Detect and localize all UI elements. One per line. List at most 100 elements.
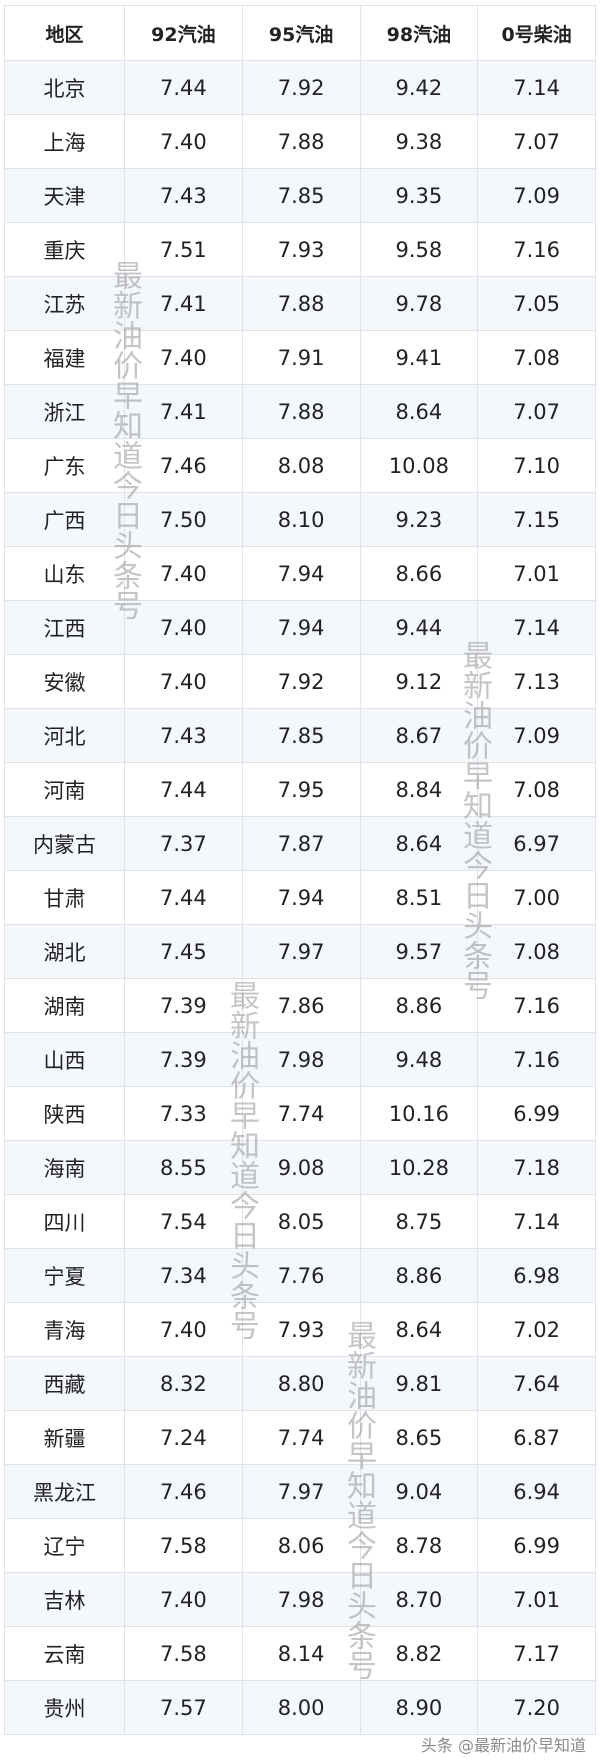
price-cell: 7.88 bbox=[241, 276, 361, 331]
price-cell: 7.18 bbox=[477, 1140, 596, 1195]
price-cell: 9.78 bbox=[359, 276, 479, 331]
price-cell: 7.76 bbox=[241, 1248, 361, 1303]
price-cell: 7.97 bbox=[241, 924, 361, 979]
price-cell: 10.28 bbox=[359, 1140, 479, 1195]
price-cell: 6.99 bbox=[477, 1086, 596, 1141]
price-cell: 7.94 bbox=[241, 870, 361, 925]
fuel-price-table: 地区 92汽油 95汽油 98汽油 0号柴油 北京 7.44 7.92 9.42 7.14 上海 7… bbox=[4, 5, 596, 1735]
price-cell: 7.15 bbox=[477, 492, 596, 547]
region-cell: 内蒙古 bbox=[4, 816, 125, 871]
table-row: 广东 7.46 8.08 10.08 7.10 bbox=[4, 438, 596, 493]
price-cell: 7.01 bbox=[477, 546, 596, 601]
region-cell: 辽宁 bbox=[4, 1518, 125, 1573]
price-cell: 7.13 bbox=[477, 654, 596, 709]
region-cell: 宁夏 bbox=[4, 1248, 125, 1303]
price-cell: 9.23 bbox=[359, 492, 479, 547]
price-cell: 8.64 bbox=[359, 384, 479, 439]
price-cell: 7.51 bbox=[124, 222, 243, 277]
table-row: 湖南 7.39 7.86 8.86 7.16 bbox=[4, 978, 596, 1033]
price-cell: 7.74 bbox=[241, 1410, 361, 1465]
price-cell: 7.40 bbox=[124, 546, 243, 601]
price-cell: 9.41 bbox=[359, 330, 479, 385]
table-row: 西藏 8.32 8.80 9.81 7.64 bbox=[4, 1356, 596, 1411]
price-cell: 8.84 bbox=[359, 762, 479, 817]
price-cell: 7.85 bbox=[241, 708, 361, 763]
price-cell: 7.93 bbox=[241, 222, 361, 277]
price-cell: 7.57 bbox=[124, 1680, 243, 1735]
price-cell: 7.45 bbox=[124, 924, 243, 979]
price-cell: 10.16 bbox=[359, 1086, 479, 1141]
column-header: 地区 bbox=[4, 5, 125, 61]
price-cell: 7.40 bbox=[124, 1572, 243, 1627]
price-cell: 7.64 bbox=[477, 1356, 596, 1411]
table-row: 湖北 7.45 7.97 9.57 7.08 bbox=[4, 924, 596, 979]
price-cell: 7.39 bbox=[124, 1032, 243, 1087]
table-row: 河北 7.43 7.85 8.67 7.09 bbox=[4, 708, 596, 763]
region-cell: 湖北 bbox=[4, 924, 125, 979]
price-cell: 10.08 bbox=[359, 438, 479, 493]
price-cell: 7.14 bbox=[477, 60, 596, 115]
price-cell: 7.40 bbox=[124, 114, 243, 169]
table-row: 河南 7.44 7.95 8.84 7.08 bbox=[4, 762, 596, 817]
region-cell: 山西 bbox=[4, 1032, 125, 1087]
column-header: 98汽油 bbox=[359, 5, 479, 61]
price-cell: 6.94 bbox=[477, 1464, 596, 1519]
price-cell: 8.80 bbox=[241, 1356, 361, 1411]
column-header: 0号柴油 bbox=[477, 5, 596, 61]
table-row: 山西 7.39 7.98 9.48 7.16 bbox=[4, 1032, 596, 1087]
table-row: 重庆 7.51 7.93 9.58 7.16 bbox=[4, 222, 596, 277]
price-cell: 7.58 bbox=[124, 1518, 243, 1573]
price-cell: 7.93 bbox=[241, 1302, 361, 1357]
price-cell: 7.98 bbox=[241, 1032, 361, 1087]
region-cell: 新疆 bbox=[4, 1410, 125, 1465]
price-cell: 7.41 bbox=[124, 276, 243, 331]
price-cell: 8.75 bbox=[359, 1194, 479, 1249]
price-cell: 9.48 bbox=[359, 1032, 479, 1087]
header-row: 地区 92汽油 95汽油 98汽油 0号柴油 bbox=[4, 5, 596, 61]
price-cell: 7.08 bbox=[477, 924, 596, 979]
price-cell: 8.67 bbox=[359, 708, 479, 763]
price-cell: 7.16 bbox=[477, 1032, 596, 1087]
price-cell: 8.08 bbox=[241, 438, 361, 493]
table-row: 四川 7.54 8.05 8.75 7.14 bbox=[4, 1194, 596, 1249]
price-cell: 7.10 bbox=[477, 438, 596, 493]
price-cell: 7.20 bbox=[477, 1680, 596, 1735]
region-cell: 湖南 bbox=[4, 978, 125, 1033]
region-cell: 云南 bbox=[4, 1626, 125, 1681]
price-cell: 7.88 bbox=[241, 384, 361, 439]
region-cell: 江西 bbox=[4, 600, 125, 655]
region-cell: 广东 bbox=[4, 438, 125, 493]
price-cell: 9.12 bbox=[359, 654, 479, 709]
region-cell: 贵州 bbox=[4, 1680, 125, 1735]
region-cell: 海南 bbox=[4, 1140, 125, 1195]
price-cell: 8.86 bbox=[359, 1248, 479, 1303]
price-cell: 7.08 bbox=[477, 762, 596, 817]
price-cell: 7.92 bbox=[241, 654, 361, 709]
region-cell: 河南 bbox=[4, 762, 125, 817]
price-cell: 8.32 bbox=[124, 1356, 243, 1411]
table-row: 安徽 7.40 7.92 9.12 7.13 bbox=[4, 654, 596, 709]
price-cell: 7.07 bbox=[477, 384, 596, 439]
price-cell: 8.10 bbox=[241, 492, 361, 547]
table-row: 宁夏 7.34 7.76 8.86 6.98 bbox=[4, 1248, 596, 1303]
price-cell: 9.35 bbox=[359, 168, 479, 223]
price-cell: 7.43 bbox=[124, 708, 243, 763]
price-cell: 8.05 bbox=[241, 1194, 361, 1249]
table-row: 贵州 7.57 8.00 8.90 7.20 bbox=[4, 1680, 596, 1735]
price-cell: 7.16 bbox=[477, 222, 596, 277]
price-cell: 7.05 bbox=[477, 276, 596, 331]
table-row: 北京 7.44 7.92 9.42 7.14 bbox=[4, 60, 596, 115]
region-cell: 上海 bbox=[4, 114, 125, 169]
price-cell: 7.02 bbox=[477, 1302, 596, 1357]
region-cell: 青海 bbox=[4, 1302, 125, 1357]
table-row: 黑龙江 7.46 7.97 9.04 6.94 bbox=[4, 1464, 596, 1519]
price-cell: 7.87 bbox=[241, 816, 361, 871]
price-cell: 7.74 bbox=[241, 1086, 361, 1141]
price-cell: 8.64 bbox=[359, 816, 479, 871]
region-cell: 北京 bbox=[4, 60, 125, 115]
price-cell: 7.09 bbox=[477, 168, 596, 223]
price-cell: 7.00 bbox=[477, 870, 596, 925]
price-cell: 9.81 bbox=[359, 1356, 479, 1411]
price-cell: 9.04 bbox=[359, 1464, 479, 1519]
price-cell: 9.58 bbox=[359, 222, 479, 277]
